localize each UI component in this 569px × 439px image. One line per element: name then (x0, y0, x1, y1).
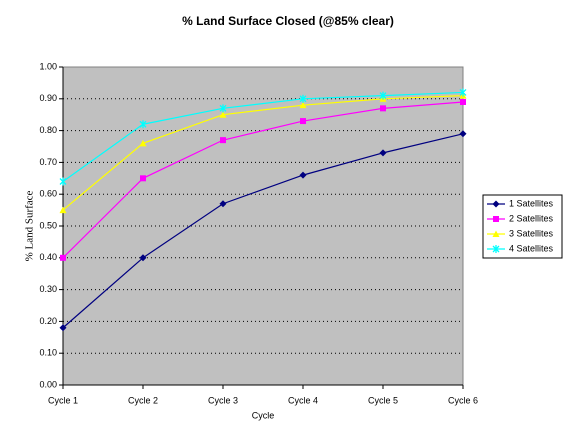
y-tick-label: 0.40 (39, 252, 57, 262)
y-tick-label: 1.00 (39, 61, 57, 71)
y-tick-label: 0.60 (39, 189, 57, 199)
x-tick-label: Cycle 1 (48, 395, 78, 405)
legend-label: 3 Satellites (509, 228, 554, 238)
x-axis-label: Cycle (252, 410, 275, 420)
x-tick-label: Cycle 4 (288, 395, 318, 405)
chart-title: % Land Surface Closed (@85% clear) (182, 14, 394, 28)
y-tick-label: 0.00 (39, 379, 57, 389)
data-point (220, 137, 226, 144)
y-tick-label: 0.20 (39, 316, 57, 326)
data-point (299, 171, 307, 179)
data-point (219, 200, 227, 208)
data-point (459, 130, 467, 138)
y-tick-label: 0.80 (39, 125, 57, 135)
x-tick-label: Cycle 5 (368, 395, 398, 405)
legend-label: 2 Satellites (509, 213, 554, 223)
x-tick-label: Cycle 6 (448, 395, 478, 405)
data-point (379, 91, 387, 100)
series-line (62, 91, 464, 182)
data-point (300, 118, 306, 125)
legend-label: 1 Satellites (509, 198, 554, 208)
data-point (139, 254, 147, 262)
legend-label: 4 Satellites (509, 243, 554, 253)
y-axis-label: % Land Surface (24, 190, 36, 261)
data-point (140, 175, 146, 182)
data-point (139, 120, 147, 129)
series-line (62, 133, 464, 329)
data-point (139, 139, 147, 147)
data-point (380, 105, 386, 112)
series-line (62, 101, 464, 259)
data-point (60, 254, 66, 261)
legend-marker (492, 200, 500, 208)
y-tick-label: 0.90 (39, 93, 57, 103)
y-tick-label: 0.30 (39, 284, 57, 294)
data-point (219, 111, 227, 118)
data-point (460, 98, 466, 105)
data-point (59, 324, 67, 332)
data-point (379, 149, 387, 157)
legend-marker (492, 230, 500, 237)
x-tick-label: Cycle 2 (128, 395, 158, 405)
data-point (299, 101, 307, 109)
data-point (299, 94, 307, 103)
data-point (59, 206, 67, 214)
y-tick-label: 0.10 (39, 348, 57, 358)
series-line (62, 95, 464, 211)
data-point (219, 104, 227, 113)
legend-marker (492, 245, 500, 253)
data-point (459, 88, 467, 97)
x-tick-label: Cycle 3 (208, 395, 238, 405)
y-tick-label: 0.50 (39, 220, 57, 230)
data-point (59, 177, 67, 186)
legend-marker (493, 216, 499, 222)
y-tick-label: 0.70 (39, 157, 57, 167)
